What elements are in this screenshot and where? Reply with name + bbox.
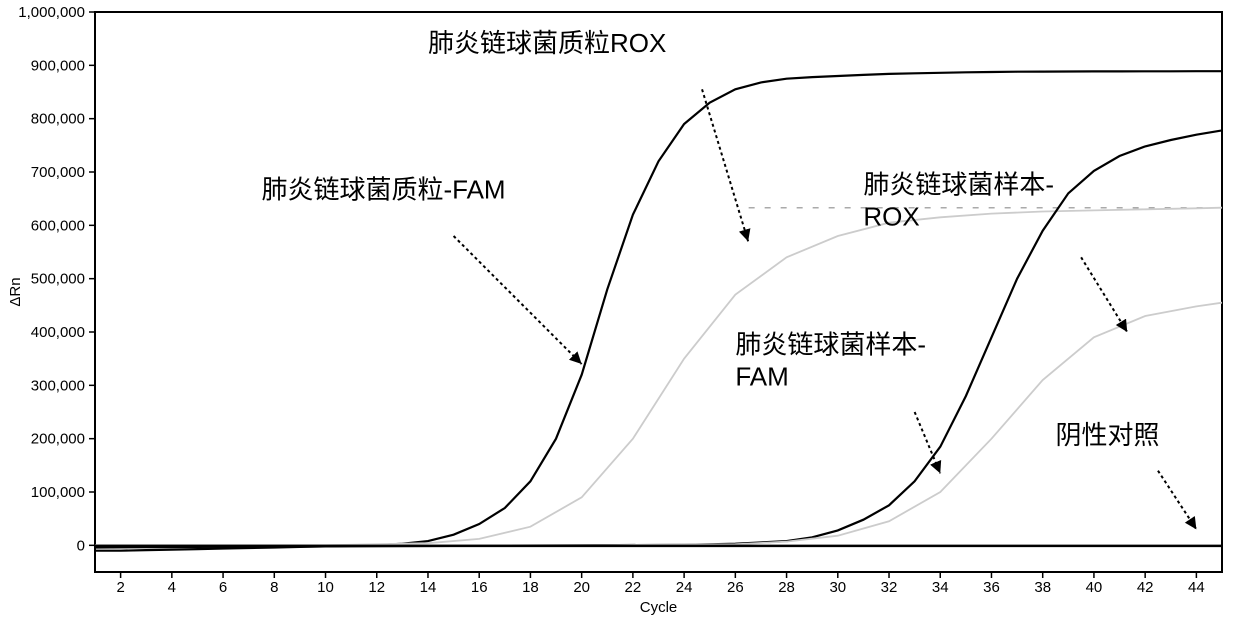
annotation-label-sample_rox-line2: ROX <box>863 201 919 231</box>
x-tick-label: 2 <box>116 579 124 596</box>
y-tick-label: 300,000 <box>31 377 85 394</box>
chart-bg <box>0 0 1240 629</box>
x-tick-label: 24 <box>676 579 693 596</box>
x-tick-label: 8 <box>270 579 278 596</box>
annotation-label-sample_fam: 肺炎链球菌样本- <box>735 329 926 359</box>
x-tick-label: 18 <box>522 579 539 596</box>
y-tick-label: 700,000 <box>31 164 85 181</box>
x-tick-label: 28 <box>778 579 795 596</box>
x-tick-label: 20 <box>573 579 590 596</box>
y-tick-label: 500,000 <box>31 271 85 288</box>
x-tick-label: 22 <box>625 579 642 596</box>
y-tick-label: 1,000,000 <box>18 4 85 21</box>
annotation-label-sample_fam-line2: FAM <box>735 361 788 391</box>
y-tick-label: 600,000 <box>31 217 85 234</box>
annotation-label-plasmid_fam: 肺炎链球菌质粒-FAM <box>261 175 505 205</box>
annotation-label-plasmid_rox: 肺炎链球菌质粒ROX <box>428 28 666 58</box>
x-tick-label: 6 <box>219 579 227 596</box>
x-tick-label: 10 <box>317 579 334 596</box>
y-tick-label: 900,000 <box>31 57 85 74</box>
annotation-label-negative: 阴性对照 <box>1056 420 1160 450</box>
y-tick-label: 0 <box>77 537 85 554</box>
y-tick-label: 100,000 <box>31 484 85 501</box>
y-tick-label: 200,000 <box>31 431 85 448</box>
x-tick-label: 36 <box>983 579 1000 596</box>
x-tick-label: 38 <box>1034 579 1051 596</box>
x-tick-label: 40 <box>1086 579 1103 596</box>
x-tick-label: 12 <box>368 579 385 596</box>
x-tick-label: 26 <box>727 579 744 596</box>
chart-svg: 0 100,000 200,000 300,000 400,000 500,000 600,… <box>0 0 1240 629</box>
x-tick-label: 32 <box>881 579 898 596</box>
x-tick-label: 34 <box>932 579 949 596</box>
y-tick-label: 400,000 <box>31 324 85 341</box>
y-axis-label: ΔRn <box>7 277 24 306</box>
x-tick-label: 42 <box>1137 579 1154 596</box>
annotation-label-sample_rox: 肺炎链球菌样本- <box>863 169 1054 199</box>
x-tick-label: 16 <box>471 579 488 596</box>
x-tick-label: 44 <box>1188 579 1205 596</box>
x-tick-label: 14 <box>420 579 437 596</box>
x-tick-label: 4 <box>168 579 176 596</box>
x-tick-label: 30 <box>829 579 846 596</box>
x-axis-label: Cycle <box>640 599 678 616</box>
qpcr-amplification-chart: 0 100,000 200,000 300,000 400,000 500,000 600,… <box>0 0 1240 629</box>
y-tick-label: 800,000 <box>31 111 85 128</box>
